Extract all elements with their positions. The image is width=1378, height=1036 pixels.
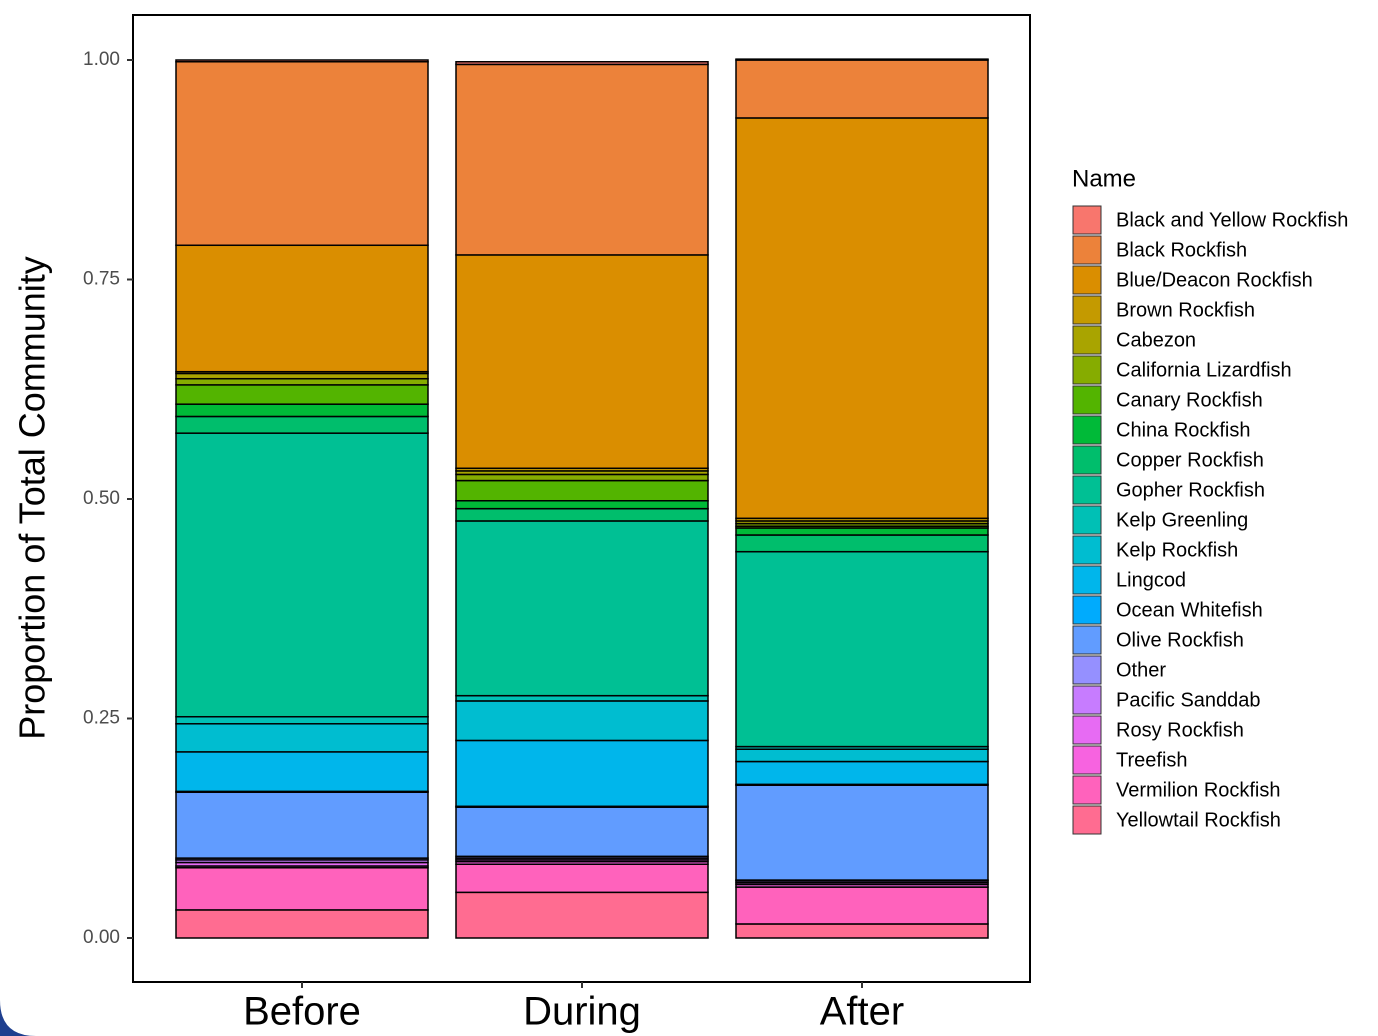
legend-title: Name	[1072, 165, 1136, 192]
bar-segment	[455, 61, 709, 66]
y-tick-label: 0.25	[83, 708, 120, 729]
legend-label: Ocean Whitefish	[1116, 599, 1263, 621]
bar-segment	[735, 784, 989, 881]
bar-segment	[455, 806, 709, 858]
bar-segment	[175, 909, 429, 939]
legend-key	[1072, 595, 1102, 625]
bar-segment	[455, 739, 709, 808]
legend-label: Black Rockfish	[1116, 239, 1247, 261]
legend-key	[1072, 535, 1102, 565]
legend-key	[1072, 325, 1102, 355]
legend-key	[1072, 355, 1102, 385]
bar-segment	[735, 117, 989, 520]
legend-label: Canary Rockfish	[1116, 389, 1263, 411]
bar-segment	[175, 403, 429, 418]
bar-segment	[175, 715, 429, 725]
y-tick-label: 0.75	[83, 269, 120, 290]
y-tick-label: 0.00	[83, 927, 120, 948]
bar-segment	[735, 59, 989, 119]
bar-segment	[175, 751, 429, 793]
legend-label: Treefish	[1116, 749, 1188, 771]
bar-segment	[735, 886, 989, 925]
legend-key	[1072, 385, 1102, 415]
legend-label: Pacific Sanddab	[1116, 689, 1261, 711]
x-tick-label: Before	[243, 990, 361, 1034]
legend-key	[1072, 235, 1102, 265]
legend-key	[1072, 205, 1102, 235]
bar-segment	[175, 415, 429, 434]
legend-label: Gopher Rockfish	[1116, 479, 1265, 501]
bar-segment	[455, 473, 709, 482]
bar-segment	[735, 760, 989, 786]
bar-segment	[175, 723, 429, 753]
bar-segment	[735, 923, 989, 939]
y-tick-label: 1.00	[83, 49, 120, 70]
bar-segment	[175, 791, 429, 859]
bar-segment	[735, 534, 989, 553]
legend-label: Olive Rockfish	[1116, 629, 1244, 651]
legend-key	[1072, 505, 1102, 535]
legend-key	[1072, 745, 1102, 775]
legend-key	[1072, 565, 1102, 595]
legend-key	[1072, 265, 1102, 295]
legend-key	[1072, 445, 1102, 475]
x-tick-label: After	[820, 990, 904, 1034]
legend-label: Yellowtail Rockfish	[1116, 809, 1281, 831]
y-tick-label: 0.50	[83, 488, 120, 509]
legend-label: Vermilion Rockfish	[1116, 779, 1281, 801]
legend-label: Kelp Greenling	[1116, 509, 1248, 531]
bar-segment	[175, 432, 429, 718]
bar-segment	[175, 244, 429, 373]
legend-label: Kelp Rockfish	[1116, 539, 1238, 561]
bar-segment	[455, 63, 709, 256]
legend-key	[1072, 625, 1102, 655]
legend-label: Lingcod	[1116, 569, 1186, 591]
legend-key	[1072, 805, 1102, 835]
bar-segment	[455, 520, 709, 697]
bar-segment	[455, 254, 709, 470]
bar-segment	[175, 377, 429, 386]
legend-key	[1072, 475, 1102, 505]
bar-segment	[175, 372, 429, 380]
bar-segment	[455, 479, 709, 502]
legend-label: China Rockfish	[1116, 419, 1251, 441]
bar-segment	[455, 891, 709, 939]
legend-label: Black and Yellow Rockfish	[1116, 209, 1348, 231]
legend-key	[1072, 715, 1102, 745]
legend-label: Rosy Rockfish	[1116, 719, 1244, 741]
bar-segment	[735, 550, 989, 748]
y-axis-title: Proportion of Total Community	[12, 256, 53, 740]
legend-label: Copper Rockfish	[1116, 449, 1264, 471]
legend-label: Cabezon	[1116, 329, 1196, 351]
bar-segment	[455, 500, 709, 510]
legend-label: Brown Rockfish	[1116, 299, 1255, 321]
legend-key	[1072, 415, 1102, 445]
bar-segment	[455, 507, 709, 522]
bar-segment	[735, 58, 989, 61]
bar-segment	[175, 59, 429, 63]
legend-label: Blue/Deacon Rockfish	[1116, 269, 1313, 291]
legend-key	[1072, 685, 1102, 715]
bar-segment	[175, 867, 429, 911]
x-tick-label: During	[523, 990, 641, 1034]
bar-segment	[735, 748, 989, 763]
legend-key	[1072, 775, 1102, 805]
legend-key	[1072, 295, 1102, 325]
corner-decoration	[0, 1000, 36, 1036]
bar-segment	[455, 694, 709, 702]
bar-segment	[455, 700, 709, 742]
legend-key	[1072, 655, 1102, 685]
legend-label: Other	[1116, 659, 1166, 681]
bar-segment	[175, 61, 429, 247]
bar-segment	[735, 527, 989, 536]
legend-label: California Lizardfish	[1116, 359, 1292, 381]
bar-segment	[455, 863, 709, 894]
bar-segment	[175, 384, 429, 405]
